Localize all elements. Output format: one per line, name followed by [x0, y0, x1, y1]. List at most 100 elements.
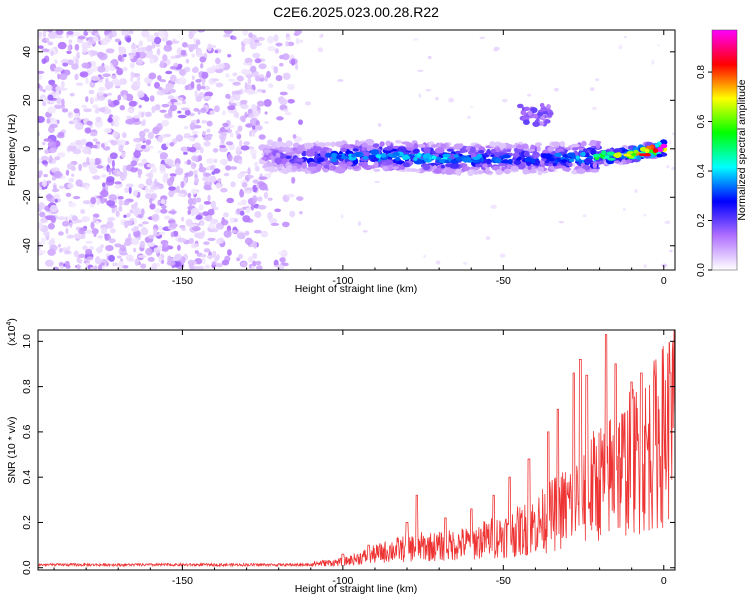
signal-blob	[370, 149, 380, 156]
signal-core	[554, 152, 562, 157]
noise-blob	[161, 204, 167, 210]
signal-track	[258, 102, 668, 177]
signal-blob	[335, 166, 346, 174]
noise-blob	[188, 146, 197, 153]
noise-blob	[188, 170, 194, 177]
faint-blob	[319, 35, 324, 38]
noise-blob	[57, 41, 67, 50]
x-tick-label: -50	[496, 575, 511, 587]
colorbar-tick-label: 0.4	[696, 164, 707, 178]
noise-blob	[108, 194, 117, 201]
faint-blob	[643, 264, 648, 269]
faint-blob	[362, 230, 368, 233]
signal-blob	[397, 146, 407, 153]
noise-blob	[287, 83, 295, 91]
noise-blob	[51, 188, 60, 193]
noise-blob	[234, 90, 240, 95]
noise-blob	[204, 264, 210, 269]
noise-blob	[128, 186, 132, 194]
faint-blob	[357, 221, 362, 226]
signal-blob	[482, 163, 488, 168]
noise-blob	[229, 95, 235, 104]
faint-blob	[340, 214, 344, 219]
noise-blob	[239, 210, 245, 216]
sideband-blob	[527, 110, 533, 116]
signal-blob	[537, 170, 543, 176]
signal-blob	[503, 168, 511, 175]
noise-blob	[197, 155, 203, 162]
signal-blob	[274, 141, 285, 145]
noise-blob	[238, 159, 243, 165]
signal-core	[423, 153, 432, 159]
signal-blob	[275, 152, 281, 159]
noise-blob	[237, 202, 243, 206]
noise-blob	[169, 142, 175, 147]
spectrogram-y-axis-label: Frequency (Hz)	[6, 114, 18, 186]
noise-blob	[65, 169, 70, 176]
noise-blob	[206, 255, 215, 259]
signal-core	[560, 159, 568, 163]
noise-blob	[98, 87, 106, 92]
noise-blob	[231, 90, 235, 96]
noise-blob	[215, 182, 222, 189]
noise-blob	[175, 134, 184, 142]
noise-blob	[223, 212, 229, 218]
faint-blob	[434, 96, 439, 101]
signal-core	[601, 150, 607, 156]
spectrogram-frame	[37, 29, 676, 271]
signal-blob	[446, 148, 454, 152]
noise-blob	[148, 188, 155, 193]
noise-blob	[38, 83, 41, 89]
noise-blob	[242, 215, 251, 223]
noise-blob	[150, 193, 157, 200]
signal-blob	[440, 164, 445, 169]
noise-blob	[111, 115, 120, 122]
noise-blob	[66, 30, 74, 35]
noise-blob	[207, 194, 211, 202]
noise-blob	[184, 126, 189, 130]
noise-blob	[75, 82, 84, 86]
noise-blob	[131, 237, 140, 246]
noise-blob	[38, 73, 43, 81]
noise-blob	[70, 166, 76, 172]
noise-blob	[100, 189, 109, 198]
noise-blob	[82, 245, 88, 251]
noise-blob	[169, 74, 177, 83]
signal-core	[569, 158, 575, 163]
noise-blob	[225, 73, 230, 78]
noise-blob	[197, 265, 205, 270]
noise-blob	[50, 50, 54, 56]
noise-blob	[79, 227, 87, 231]
signal-core	[607, 157, 616, 161]
noise-blob	[191, 226, 201, 232]
noise-blob	[196, 119, 200, 124]
noise-blob	[199, 221, 205, 226]
noise-blob	[103, 128, 112, 134]
spectrogram-heatmap	[38, 30, 675, 270]
signal-core	[633, 149, 639, 154]
noise-blob	[203, 95, 212, 100]
noise-blob	[260, 230, 269, 238]
signal-core	[575, 155, 580, 160]
noise-blob	[79, 71, 89, 78]
noise-blob	[75, 219, 83, 223]
noise-blob	[263, 99, 272, 107]
faint-blob	[278, 251, 284, 256]
noise-blob	[65, 227, 69, 235]
signal-blob	[613, 148, 622, 154]
snr-plot-area	[38, 330, 675, 568]
noise-blob	[236, 232, 246, 240]
noise-blob	[55, 30, 64, 36]
noise-blob	[151, 166, 157, 173]
noise-blob	[57, 243, 62, 248]
colorbar-gradient	[712, 30, 737, 270]
signal-blob	[328, 167, 334, 171]
snr-x-ticks: -150 -100 -50 0	[53, 330, 667, 587]
noise-blob	[215, 263, 223, 268]
noise-blob	[176, 193, 185, 197]
faint-blob	[657, 44, 660, 47]
noise-blob	[121, 247, 127, 252]
noise-blob	[154, 178, 158, 186]
noise-blob	[211, 171, 216, 175]
noise-blob	[235, 130, 240, 136]
